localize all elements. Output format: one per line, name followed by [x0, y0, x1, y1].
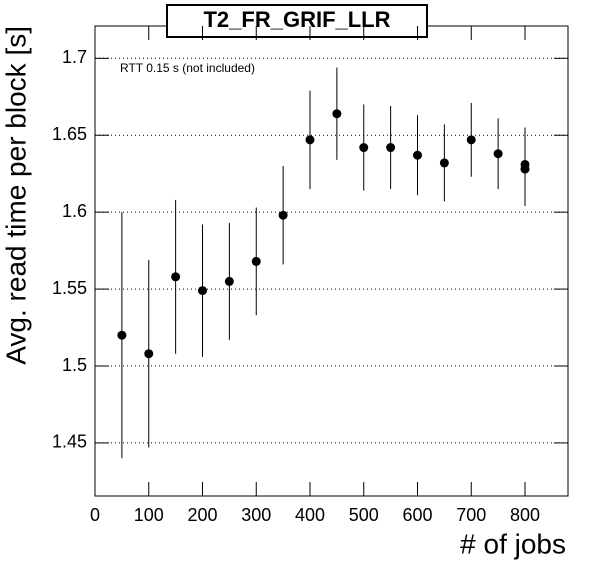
data-point — [520, 164, 530, 174]
data-point — [466, 135, 476, 145]
y-tick-label: 1.45 — [52, 432, 87, 452]
data-point — [251, 256, 261, 266]
data-point — [305, 135, 315, 145]
data-point — [117, 330, 127, 340]
y-axis-label: Avg. read time per block [s] — [0, 26, 31, 365]
y-tick-label: 1.65 — [52, 124, 87, 144]
title-box — [166, 4, 428, 38]
x-tick-label: 100 — [134, 505, 164, 525]
x-axis-label: # of jobs — [460, 528, 566, 559]
data-point — [439, 158, 449, 168]
data-point — [171, 272, 181, 282]
data-point — [144, 349, 154, 359]
data-point — [198, 286, 207, 296]
data-point — [332, 109, 342, 119]
x-tick-label: 200 — [187, 505, 217, 525]
x-tick-label: 300 — [241, 505, 271, 525]
x-tick-label: 700 — [456, 505, 486, 525]
y-tick-label: 1.5 — [62, 355, 87, 375]
data-point — [359, 143, 369, 153]
data-point — [386, 143, 396, 153]
plot-frame — [94, 25, 569, 497]
y-tick-label: 1.6 — [62, 201, 87, 221]
data-point — [493, 149, 503, 159]
x-tick-label: 800 — [510, 505, 540, 525]
x-tick-label: 400 — [295, 505, 325, 525]
x-tick-label: 500 — [349, 505, 379, 525]
data-point — [278, 210, 288, 220]
data-point — [224, 276, 234, 286]
x-tick-label: 0 — [90, 505, 100, 525]
y-tick-label: 1.7 — [62, 47, 87, 67]
chart-title: T2_FR_GRIF_LLR — [203, 7, 390, 32]
x-tick-label: 600 — [402, 505, 432, 525]
annotation: RTT 0.15 s (not included) — [120, 61, 255, 75]
y-tick-label: 1.55 — [52, 278, 87, 298]
data-point — [413, 150, 422, 160]
